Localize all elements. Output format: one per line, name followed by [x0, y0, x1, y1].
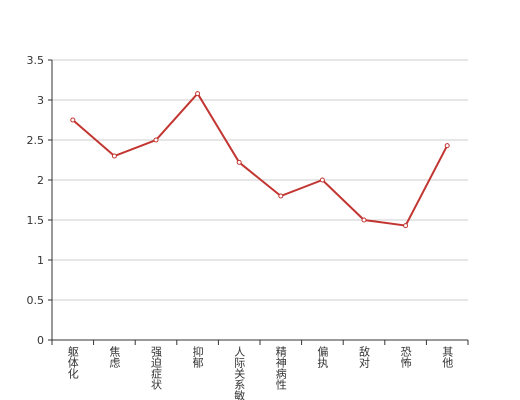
- x-tick-label: 精神病性: [274, 346, 287, 391]
- x-tick-label: 强迫症状: [150, 346, 163, 390]
- point: [236, 159, 242, 165]
- x-tick-label: 焦虑: [108, 346, 121, 368]
- x-tick-label: 人际关系敏感: [233, 346, 246, 400]
- point: [444, 143, 450, 149]
- point: [361, 217, 367, 223]
- x-tick-label: 偏执: [316, 345, 329, 369]
- x-tick-label: 恐怖: [399, 346, 412, 368]
- point: [403, 223, 409, 229]
- x-tick-label: 其他: [441, 346, 454, 368]
- y-tick-label: 0.5: [27, 294, 45, 307]
- y-tick-label: 2: [37, 174, 44, 187]
- line: [72, 91, 449, 227]
- point: [195, 91, 201, 97]
- x-tick-label: 敌对: [358, 345, 371, 368]
- point: [278, 193, 284, 199]
- point: [319, 177, 325, 183]
- y-tick-label: 3.5: [27, 54, 45, 67]
- y-tick-label: 1: [37, 254, 44, 267]
- point: [70, 117, 76, 123]
- y-tick-label: 3: [37, 94, 44, 107]
- x-tick-label: 抑郁: [191, 345, 204, 368]
- y-tick-label: 0: [37, 334, 44, 347]
- x-tick-label: 躯体化: [66, 346, 79, 380]
- y-tick-label: 1.5: [27, 214, 45, 227]
- point: [153, 137, 159, 143]
- point: [111, 153, 117, 159]
- y-tick-label: 2.5: [27, 134, 45, 147]
